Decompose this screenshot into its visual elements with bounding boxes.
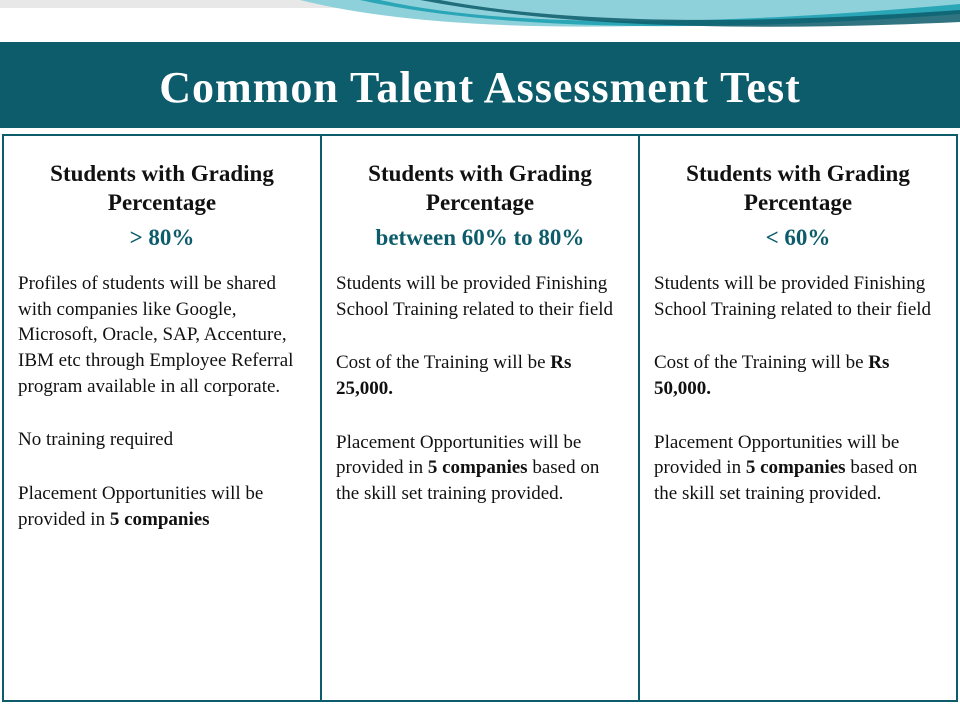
column-para-2: Cost of the Training will be Rs 25,000.	[336, 350, 624, 401]
column-para-1: Students will be provided Finishing Scho…	[336, 271, 624, 322]
column-high: Students with Grading Percentage > 80% P…	[4, 136, 320, 700]
page-title: Common Talent Assessment Test	[159, 62, 800, 113]
columns-container: Students with Grading Percentage > 80% P…	[2, 134, 958, 702]
column-low: Students with Grading Percentage < 60% S…	[638, 136, 956, 700]
column-heading: Students with Grading Percentage	[654, 160, 942, 218]
column-para-2: Cost of the Training will be Rs 50,000.	[654, 350, 942, 401]
column-para-3: Placement Opportunities will be provided…	[654, 430, 942, 507]
column-range: < 60%	[654, 224, 942, 252]
column-mid: Students with Grading Percentage between…	[320, 136, 638, 700]
column-heading: Students with Grading Percentage	[336, 160, 624, 218]
column-para-3: Placement Opportunities will be provided…	[18, 481, 306, 532]
title-bar: Common Talent Assessment Test	[0, 46, 960, 128]
column-range: between 60% to 80%	[336, 224, 624, 252]
column-para-3: Placement Opportunities will be provided…	[336, 430, 624, 507]
column-para-1: Students will be provided Finishing Scho…	[654, 271, 942, 322]
column-range: > 80%	[18, 224, 306, 252]
column-para-2: No training required	[18, 427, 306, 453]
column-para-1: Profiles of students will be shared with…	[18, 271, 306, 399]
header-decoration	[0, 0, 960, 50]
column-heading: Students with Grading Percentage	[18, 160, 306, 218]
